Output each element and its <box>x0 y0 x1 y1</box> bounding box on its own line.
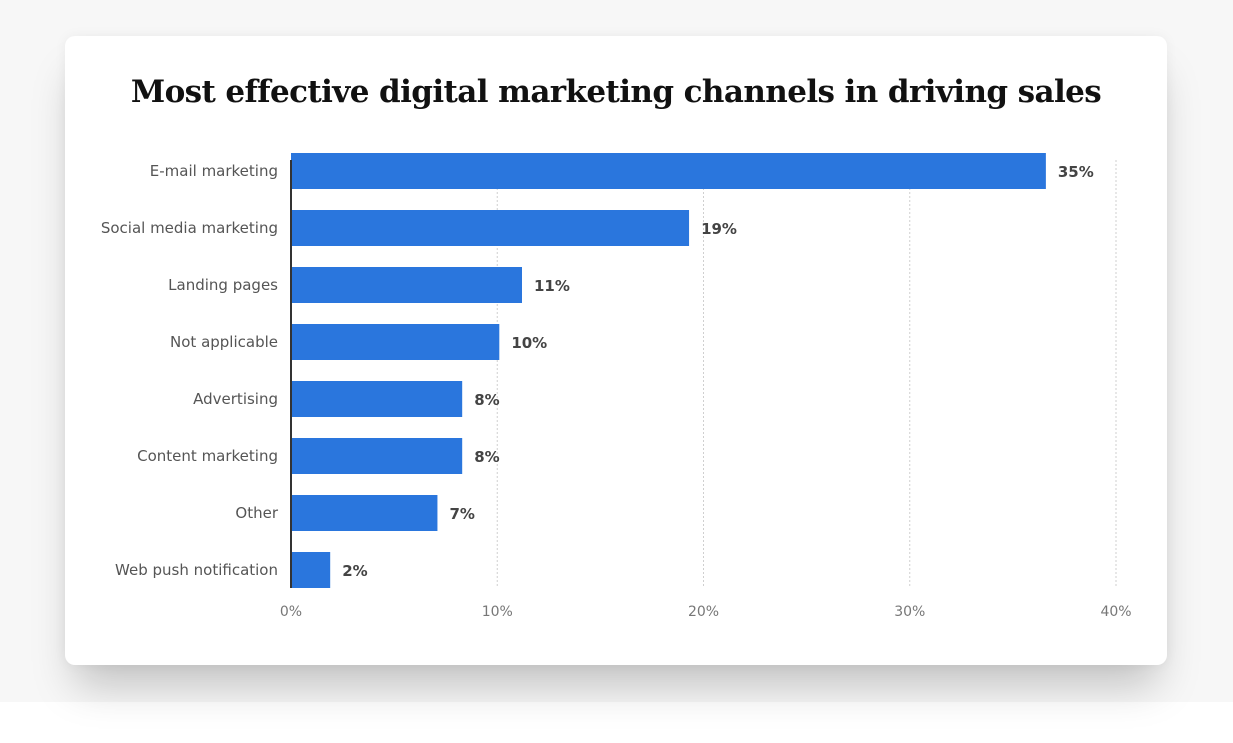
chart-title: Most effective digital marketing channel… <box>130 74 1102 110</box>
category-label: Content marketing <box>137 447 278 465</box>
category-label: Not applicable <box>170 333 278 351</box>
page-background-band <box>0 702 1233 743</box>
x-tick-label: 0% <box>280 604 302 620</box>
bar <box>291 552 331 588</box>
bar <box>291 438 463 474</box>
data-label: 35% <box>1058 163 1094 181</box>
category-label: Advertising <box>193 390 278 408</box>
chart-card: Most effective digital marketing channel… <box>65 36 1167 665</box>
data-label: 10% <box>511 334 547 352</box>
x-tick-label: 10% <box>482 604 513 620</box>
bar <box>291 153 1046 189</box>
category-label: Web push notification <box>115 561 278 579</box>
x-tick-label: 30% <box>894 604 925 620</box>
bar-chart: 0% 10% 20% 30% 40% E-mail marketing 35% Social … <box>101 153 1132 620</box>
bar <box>291 210 690 246</box>
x-tick-label: 40% <box>1100 604 1131 620</box>
bar <box>291 324 500 360</box>
data-label: 19% <box>701 220 737 238</box>
data-label: 2% <box>342 562 367 580</box>
bar <box>291 267 522 303</box>
bar <box>291 495 438 531</box>
data-label: 7% <box>449 505 474 523</box>
category-label: Other <box>235 504 278 522</box>
x-tick-label: 20% <box>688 604 719 620</box>
data-label: 8% <box>474 448 499 466</box>
bar <box>291 381 463 417</box>
category-label: E-mail marketing <box>150 162 278 180</box>
category-label: Social media marketing <box>101 219 278 237</box>
data-label: 11% <box>534 277 570 295</box>
category-label: Landing pages <box>168 276 278 294</box>
data-label: 8% <box>474 391 499 409</box>
